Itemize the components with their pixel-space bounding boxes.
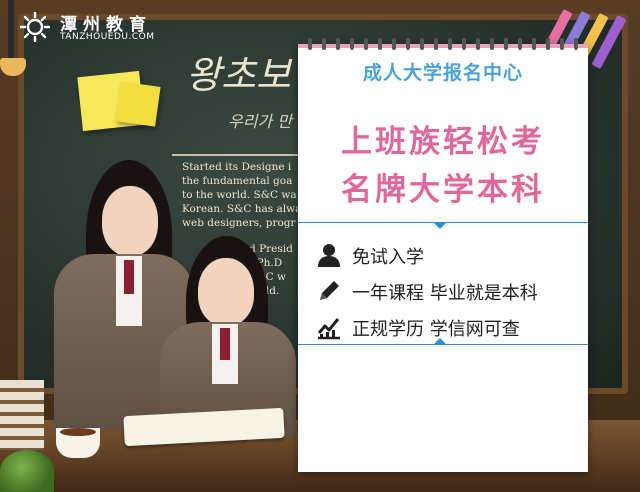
- card-top-border: [298, 44, 588, 48]
- card-title-line2: 名牌大学本科: [341, 172, 545, 208]
- divider-notch: [434, 223, 446, 229]
- card-title-line1: 上班族轻松考: [341, 124, 545, 160]
- lamp-icon: [0, 0, 26, 82]
- feature-text: 正规学历 学信网可查: [352, 319, 520, 340]
- book-stack: [0, 380, 44, 450]
- feature-list: 免试入学 一年课程 毕业就是本科 正规学历 学信网可查: [316, 240, 580, 348]
- chalk-line: web designers, progr: [182, 217, 296, 229]
- divider-bottom: [298, 344, 588, 345]
- chalk-line: to the world. S&C wa: [182, 189, 297, 201]
- feature-text: 免试入学: [352, 247, 424, 268]
- sun-logo-icon: [20, 12, 50, 42]
- logo-name-cn: 潭州教育: [60, 15, 152, 35]
- coffee: [60, 428, 96, 436]
- card-subtitle: 成人大学报名中心: [362, 62, 523, 84]
- person-icon: [318, 244, 340, 267]
- chalk-korean-title: 왕초보: [186, 53, 291, 97]
- chart-check-icon: [317, 318, 340, 340]
- promo-card: 成人大学报名中心 上班族轻松考 名牌大学本科 免试入学 一年课程 毕业就是本科: [298, 38, 588, 472]
- feature-text: 一年课程 毕业就是本科: [352, 283, 538, 304]
- logo-name-en: TANZHOUEDU.COM: [60, 32, 155, 42]
- feature-item: 一年课程 毕业就是本科: [316, 276, 580, 312]
- chalk-divider: [172, 154, 300, 156]
- sticky-note: [115, 81, 161, 127]
- chalk-line: Started its Designe i: [182, 161, 292, 173]
- chalk-line: the fundamental goa: [182, 175, 293, 187]
- pencil-icon: [320, 281, 339, 300]
- plant-decoration: [0, 450, 54, 492]
- chalk-line: Korean. S&C has alwa: [182, 203, 302, 215]
- notepad-rings: [304, 38, 582, 52]
- chalk-english-text: Started its Designe i the fundamental go…: [182, 160, 302, 230]
- feature-item: 正规学历 学信网可查: [316, 312, 580, 348]
- feature-item: 免试入学: [316, 240, 580, 276]
- student-photo-right: [160, 236, 300, 436]
- chalk-korean-subtitle: 우리가 만: [228, 112, 292, 131]
- divider-top: [298, 222, 588, 223]
- divider-notch: [434, 338, 446, 344]
